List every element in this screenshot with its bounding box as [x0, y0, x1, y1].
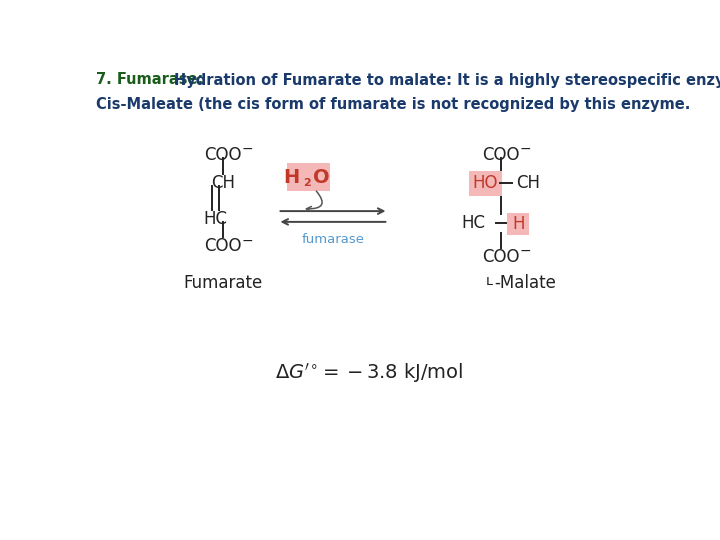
Text: HC: HC	[462, 214, 485, 232]
Text: $\Delta G'^{\circ} = -3.8\ \mathrm{kJ/mol}$: $\Delta G'^{\circ} = -3.8\ \mathrm{kJ/mo…	[275, 361, 463, 385]
FancyBboxPatch shape	[287, 164, 330, 191]
Text: O: O	[313, 168, 330, 187]
Text: Fumarate: Fumarate	[184, 274, 263, 292]
Text: ʟ: ʟ	[486, 274, 493, 288]
Text: COO: COO	[204, 146, 242, 164]
Text: −: −	[242, 142, 253, 156]
Text: H: H	[512, 215, 524, 233]
FancyBboxPatch shape	[469, 171, 502, 195]
FancyArrowPatch shape	[307, 191, 322, 212]
Text: Cis-Maleate (the cis form of fumarate is not recognized by this enzyme.: Cis-Maleate (the cis form of fumarate is…	[96, 97, 690, 112]
Text: COO: COO	[482, 146, 520, 164]
Text: CH: CH	[211, 174, 235, 192]
Text: fumarase: fumarase	[302, 233, 364, 246]
Text: CH: CH	[516, 174, 540, 192]
Text: Hydration of Fumarate to malate: It is a highly stereospecific enzyme.: Hydration of Fumarate to malate: It is a…	[174, 72, 720, 87]
Text: HC: HC	[204, 210, 228, 227]
Text: −: −	[519, 244, 531, 258]
Text: 7. Fumarase:: 7. Fumarase:	[96, 72, 204, 87]
Text: H: H	[283, 168, 300, 187]
Text: −: −	[242, 233, 253, 247]
Text: HO: HO	[472, 174, 498, 192]
FancyBboxPatch shape	[507, 213, 529, 235]
Text: 2: 2	[303, 178, 311, 187]
Text: COO: COO	[482, 248, 520, 266]
Text: COO: COO	[204, 237, 242, 255]
Text: −: −	[519, 142, 531, 156]
Text: -Malate: -Malate	[495, 274, 557, 292]
